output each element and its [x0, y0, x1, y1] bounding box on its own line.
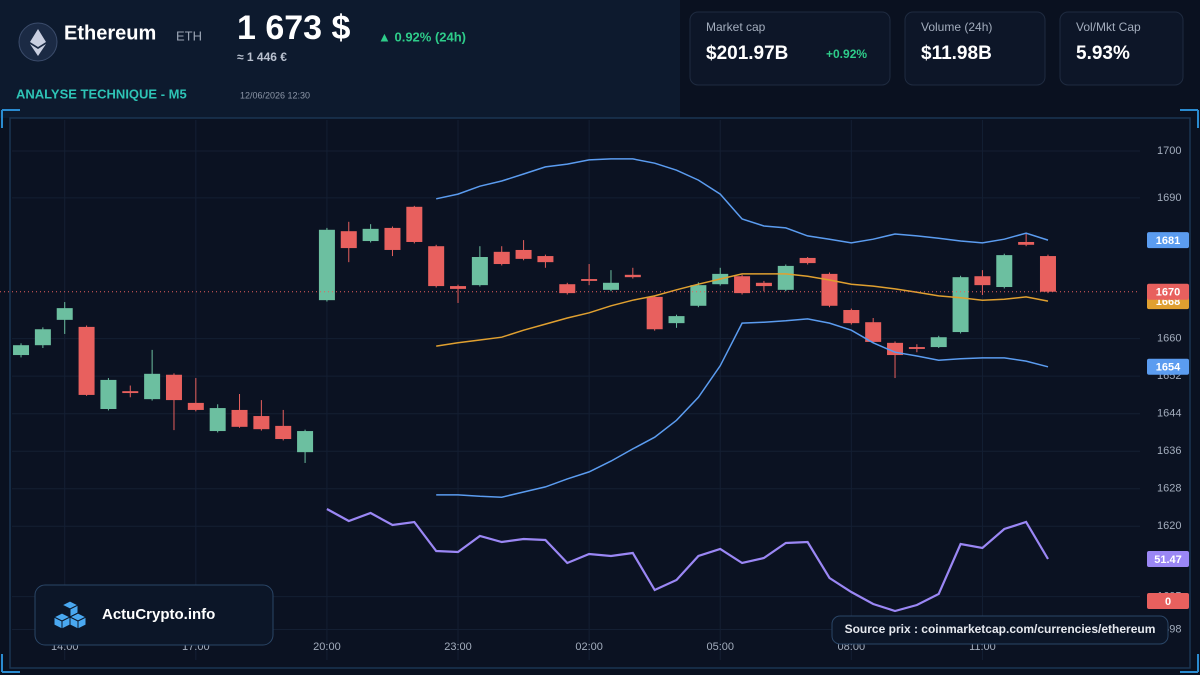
candle-body: [493, 251, 510, 265]
candle-body: [755, 282, 772, 287]
candle-body: [209, 408, 226, 432]
candle-body: [974, 276, 991, 286]
candle-body: [843, 310, 860, 324]
current-price-label: 1670: [1156, 287, 1180, 299]
candle-body: [624, 274, 641, 278]
candle-body: [340, 231, 357, 249]
candle-body: [515, 249, 532, 259]
candle-body: [602, 282, 619, 290]
candle-body: [646, 296, 663, 330]
x-tick-label: 14:00: [51, 641, 79, 653]
last-value-label: 51.47: [1154, 554, 1182, 566]
y-tick-label: 1598: [1157, 623, 1181, 635]
y-tick-label: 1636: [1157, 445, 1181, 457]
y-tick-label: 1628: [1157, 483, 1181, 495]
candle-body: [100, 379, 117, 410]
candle-body: [187, 402, 204, 410]
candle-body: [231, 409, 248, 427]
candle-body: [406, 206, 423, 242]
candle-body: [384, 227, 401, 250]
candle-body: [362, 228, 379, 242]
candle-body: [908, 347, 925, 349]
candle-body: [734, 276, 751, 294]
x-tick-label: 17:00: [182, 641, 210, 653]
candle-body: [253, 416, 270, 430]
candle-body: [297, 431, 314, 453]
x-tick-label: 20:00: [313, 641, 341, 653]
y-tick-label: 1620: [1157, 520, 1181, 532]
candle-body: [318, 229, 335, 301]
candle-body: [996, 255, 1013, 288]
plot-frame: [9, 117, 1191, 669]
candle-body: [581, 279, 598, 281]
x-tick-label: 02:00: [575, 641, 603, 653]
y-tick-label: 1690: [1157, 192, 1181, 204]
x-tick-label: 08:00: [838, 641, 866, 653]
y-tick-label: 1660: [1157, 333, 1181, 345]
x-tick-label: 23:00: [444, 641, 472, 653]
candle-body: [78, 326, 95, 395]
candle-body: [1018, 241, 1035, 245]
candle-body: [1039, 256, 1056, 292]
y-tick-label: 1700: [1157, 145, 1181, 157]
candle-body: [952, 277, 969, 333]
candle-body: [34, 329, 51, 346]
y-tick-label: 1644: [1157, 408, 1181, 420]
candle-body: [428, 246, 445, 287]
candle-body: [537, 256, 554, 263]
header-panel: [0, 0, 680, 118]
candle-body: [690, 285, 707, 306]
candle-body: [56, 308, 73, 320]
candle-body: [165, 374, 182, 401]
y2-tick-label: 0: [1165, 596, 1171, 608]
candle-body: [275, 425, 292, 440]
candle-body: [471, 256, 488, 286]
last-value-label: 1654: [1156, 362, 1181, 374]
candle-body: [799, 257, 816, 264]
last-value-label: 1681: [1156, 235, 1180, 247]
candle-body: [930, 337, 947, 348]
candle-body: [144, 373, 161, 400]
candle-body: [122, 391, 139, 394]
candle-body: [13, 345, 30, 356]
x-tick-label: 11:00: [969, 641, 996, 653]
x-tick-label: 05:00: [706, 641, 734, 653]
candle-body: [450, 286, 467, 289]
candle-body: [777, 265, 794, 290]
candle-body: [668, 316, 685, 324]
